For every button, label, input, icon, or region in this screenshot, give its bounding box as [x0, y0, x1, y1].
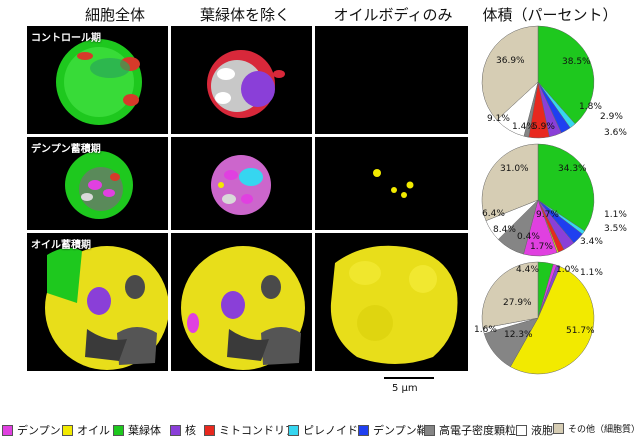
legend-item-oil: オイル: [62, 422, 110, 438]
pie2-slice-9: [481, 143, 539, 222]
pie1-label-vacuole: 9.1%: [487, 114, 510, 124]
legend-item-pyrenoid: ピレノイド: [288, 422, 358, 438]
legend-swatch-mitochondria: [204, 424, 215, 436]
scale-bar: [384, 377, 434, 379]
row-label-oil: オイル蓄積期: [31, 240, 91, 251]
legend-item-other: その他（細胞質）: [553, 422, 640, 435]
panel-starch-no-chloroplast: [171, 137, 312, 230]
pie3-label-other: 27.9%: [503, 298, 532, 308]
row-label-control: コントロール期: [31, 33, 101, 44]
pie2-label-oil: 0.4%: [517, 232, 540, 242]
legend-label-starch-sheath: デンプン鞘: [373, 424, 428, 437]
panel-starch-oil-only: [315, 137, 468, 230]
cell-render-starch-oil: [373, 169, 414, 198]
legend-swatch-chloroplast: [113, 424, 124, 436]
panel-control-no-chloroplast: [171, 26, 312, 134]
cell-render-starch-whole: [65, 151, 133, 219]
legend-label-mitochondria: ミトコンドリア: [219, 424, 296, 437]
pie3-label-chloroplast: 4.4%: [516, 265, 539, 275]
header-no-chloroplast: 葉緑体を除く: [199, 6, 290, 24]
pie2-label-vacuole: 6.4%: [482, 209, 505, 219]
pie1-slice-7: [481, 25, 539, 121]
legend-swatch-vacuole: [516, 424, 527, 436]
legend-item-granule: 高電子密度顆粒: [424, 422, 516, 438]
panel-oil-no-chloroplast: [171, 233, 312, 371]
cell-render-starch-no-chloroplast: [211, 155, 271, 215]
pie1-label-mitochondria: 5.9%: [532, 122, 555, 132]
legend-swatch-nucleus: [170, 424, 181, 436]
legend-item-starch-sheath: デンプン鞘: [358, 422, 428, 438]
legend-swatch-oil: [62, 424, 73, 436]
pie3-label-oil: 51.7%: [566, 326, 595, 336]
pie2-label-mitochondria: 1.7%: [530, 242, 553, 252]
panel-starch-whole: デンプン蓄積期: [27, 137, 168, 230]
pie1-label-other: 36.9%: [496, 56, 525, 66]
cell-render-control-no-chloroplast: [207, 50, 285, 118]
pie2-label-pyrenoid: 1.1%: [604, 210, 627, 220]
panel-control-whole: コントロール期: [27, 26, 168, 134]
legend-swatch-granule: [424, 424, 435, 436]
pie3-label-granule: 12.3%: [504, 330, 533, 340]
scale-label: 5 µm: [392, 383, 418, 394]
header-volume-percent: 体積（パーセント）: [482, 6, 618, 24]
cell-render-control-whole: [56, 39, 142, 125]
panel-control-oil-only: [315, 26, 468, 134]
pie1-slice-0: [537, 25, 595, 125]
pie1-label-granule: 1.4%: [512, 122, 535, 132]
panel-oil-whole: オイル蓄積期: [27, 233, 168, 371]
pie2-label-nucleus: 3.4%: [580, 237, 603, 247]
pie3-slice-3: [510, 266, 595, 375]
pie3-label-vacuole: 1.6%: [474, 325, 497, 335]
legend-label-chloroplast: 葉緑体: [128, 424, 161, 437]
legend-item-vacuole: 液胞: [516, 422, 553, 438]
pie2-label-starch: 9.7%: [536, 210, 559, 220]
legend-label-nucleus: 核: [185, 424, 196, 437]
pie1-label-nucleus: 3.6%: [604, 128, 627, 138]
legend-swatch-other: [553, 423, 564, 434]
legend-item-mitochondria: ミトコンドリア: [204, 422, 296, 438]
cell-render-oil-oil: [330, 245, 458, 364]
pie2-label-granule: 8.4%: [493, 225, 516, 235]
legend-label-granule: 高電子密度顆粒: [439, 424, 516, 437]
pie2-label-other: 31.0%: [500, 164, 529, 174]
legend-swatch-starch-sheath: [358, 424, 369, 436]
legend-label-oil: オイル: [77, 424, 110, 437]
header-oil-only: オイルボディのみ: [333, 6, 453, 24]
cell-render-oil-whole: [45, 246, 168, 370]
legend-label-vacuole: 液胞: [531, 424, 553, 437]
pie3-label-nucleus: 1.1%: [580, 268, 603, 278]
pie1-label-chloroplast: 38.5%: [562, 57, 591, 67]
legend-label-starch: デンプン: [17, 424, 61, 437]
cell-render-oil-no-chloroplast: [181, 246, 305, 370]
legend-label-other: その他（細胞質）: [568, 425, 640, 435]
legend: デンプン オイル 葉緑体 核 ミトコンドリア ピレノイド デンプン鞘 高電子密度…: [2, 420, 640, 440]
pie2-label-chloroplast: 34.3%: [558, 164, 587, 174]
pie-chart-starch: [481, 143, 595, 257]
legend-swatch-starch: [2, 424, 13, 436]
header-whole-cell: 細胞全体: [84, 6, 145, 24]
pie3-label-starch: 1.0%: [556, 265, 579, 275]
pie3-slice-6: [481, 261, 539, 329]
legend-item-chloroplast: 葉緑体: [113, 422, 161, 438]
panel-oil-oil-only: [315, 233, 468, 371]
pie1-label-pyrenoid: 1.8%: [579, 102, 602, 112]
pie2-label-starch-sheath: 3.5%: [604, 224, 627, 234]
legend-label-pyrenoid: ピレノイド: [303, 424, 358, 437]
pie-chart-oil: [481, 261, 595, 375]
legend-item-nucleus: 核: [170, 422, 196, 438]
legend-item-starch: デンプン: [2, 422, 61, 438]
row-label-starch: デンプン蓄積期: [31, 144, 101, 155]
legend-swatch-pyrenoid: [288, 424, 299, 436]
pie1-label-starch-sheath: 2.9%: [600, 112, 623, 122]
pie-chart-control: [481, 25, 595, 139]
